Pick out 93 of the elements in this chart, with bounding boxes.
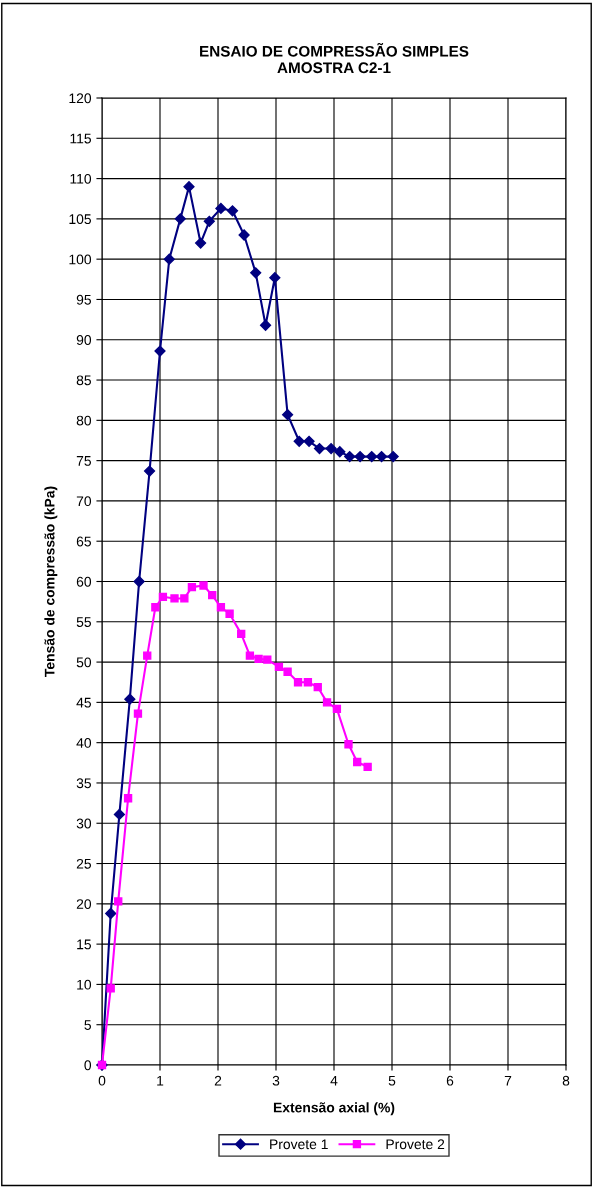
point [187, 582, 197, 592]
point [313, 442, 326, 455]
point [354, 450, 366, 463]
y-tick-label: 100 [69, 254, 92, 265]
x-axis-title: Extensão axial (%) [273, 1102, 395, 1116]
point [151, 603, 160, 612]
x-tick-label: 2 [214, 1075, 222, 1086]
point [375, 450, 388, 463]
point [344, 450, 356, 463]
point [293, 678, 303, 687]
point [225, 609, 234, 618]
x-tick-label: 3 [272, 1075, 280, 1086]
point [363, 762, 372, 772]
point [133, 709, 143, 718]
y-tick-label: 75 [76, 456, 91, 466]
point [174, 213, 186, 225]
point [143, 651, 152, 660]
point [183, 181, 195, 193]
y-tick-label: 10 [77, 979, 92, 990]
point [250, 267, 262, 279]
point [259, 319, 272, 331]
point [325, 442, 337, 455]
y-tick-label: 65 [76, 536, 91, 547]
y-tick-label: 5 [84, 1020, 91, 1030]
point [180, 594, 189, 603]
point [106, 984, 115, 993]
y-tick-label: 0 [84, 1060, 92, 1071]
point [114, 897, 123, 906]
y-tick-label: 60 [76, 576, 92, 587]
point [158, 592, 168, 601]
point [238, 229, 250, 241]
y-tick-label: 35 [76, 778, 91, 789]
point [387, 450, 399, 463]
y-tick-label: 95 [76, 294, 91, 305]
x-tick-label: 0 [98, 1075, 106, 1086]
point [322, 698, 332, 707]
y-tick-label: 45 [76, 697, 91, 708]
point [237, 629, 246, 639]
legend-label: Provete 1 [270, 1139, 328, 1150]
point [143, 465, 156, 477]
y-tick-label: 85 [76, 375, 91, 386]
point [216, 603, 226, 612]
point [194, 237, 207, 249]
point [208, 591, 217, 600]
y-tick-label: 90 [76, 335, 92, 345]
point [203, 215, 215, 227]
point [344, 740, 353, 749]
point [263, 655, 272, 664]
point [254, 654, 263, 664]
y-tick-label: 120 [69, 93, 92, 104]
legend-label: Provete 2 [386, 1139, 445, 1150]
point [353, 757, 362, 767]
point [215, 202, 227, 215]
point [334, 446, 346, 458]
y-tick-label: 30 [76, 818, 92, 829]
point [133, 575, 145, 588]
point [366, 450, 378, 463]
y-tick-label: 70 [76, 496, 92, 507]
point [303, 435, 315, 447]
point [245, 651, 255, 660]
point [226, 205, 239, 217]
point [113, 808, 126, 820]
y-tick-label: 115 [70, 133, 91, 144]
point [123, 794, 133, 803]
point [283, 667, 292, 676]
y-tick-label: 50 [76, 657, 92, 668]
x-tick-label: 1 [157, 1075, 164, 1086]
point [281, 409, 294, 421]
x-tick-label: 7 [504, 1075, 512, 1086]
point [199, 581, 208, 590]
point [163, 253, 175, 265]
point [332, 704, 342, 713]
y-tick-label: 25 [76, 858, 91, 869]
y-tick-label: 20 [76, 899, 92, 909]
x-tick-label: 4 [330, 1075, 338, 1086]
point [293, 435, 305, 447]
y-tick-label: 15 [77, 939, 91, 950]
point [313, 682, 322, 692]
y-tick-label: 105 [69, 214, 91, 225]
y-axis-title: Tensão de compressão (kPa) [44, 486, 58, 677]
point [274, 662, 284, 672]
x-tick-label: 8 [562, 1075, 570, 1086]
y-tick-label: 110 [70, 173, 92, 184]
point [170, 594, 179, 603]
x-tick-label: 6 [446, 1075, 454, 1086]
point [303, 678, 313, 687]
y-tick-label: 40 [76, 738, 92, 748]
y-tick-label: 55 [76, 617, 91, 627]
point [124, 693, 136, 705]
y-tick-label: 80 [76, 415, 92, 426]
point [105, 907, 117, 920]
x-tick-label: 5 [388, 1075, 396, 1086]
chart-title: ENSAIO DE COMPRESSÃO SIMPLES AMOSTRA C2-1 [200, 42, 469, 74]
